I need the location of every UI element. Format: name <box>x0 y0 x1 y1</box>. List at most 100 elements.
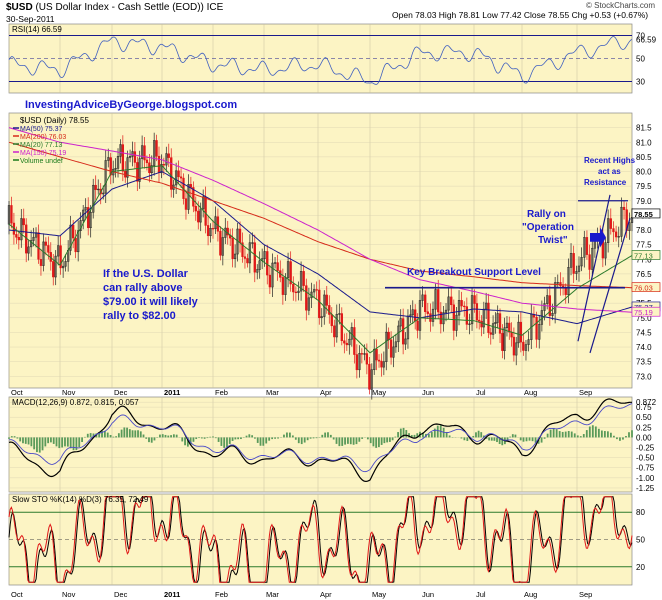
macd-histogram-bar <box>175 434 178 438</box>
macd-histogram-bar <box>61 437 64 448</box>
candle-body <box>535 316 538 340</box>
macd-histogram-bar <box>567 431 570 438</box>
candle-body <box>305 285 308 311</box>
macd-histogram-bar <box>422 432 424 438</box>
macd-histogram-bar <box>309 437 312 439</box>
rsi-line <box>8 36 633 85</box>
macd-histogram-bar <box>161 434 164 438</box>
candle-body <box>409 314 412 317</box>
candle-body <box>564 287 567 295</box>
candle-body <box>258 260 261 270</box>
candle-body <box>591 247 594 270</box>
candle-body <box>251 242 254 244</box>
candle-body <box>211 228 215 230</box>
candle-body <box>179 176 183 179</box>
candle-body <box>271 262 274 288</box>
macd-histogram-bar <box>498 437 501 445</box>
candle-body <box>37 232 40 260</box>
macd-histogram-bar <box>576 435 579 438</box>
candle-body <box>444 309 448 313</box>
candle-body <box>612 228 615 233</box>
macd-histogram-bar <box>436 425 439 438</box>
macd-histogram-bar <box>69 437 72 449</box>
dollar-note-4: rally to $82.00 <box>103 310 176 322</box>
rsi-tick-label: 30 <box>636 78 645 87</box>
candle-body <box>160 164 163 174</box>
month-label: Apr <box>320 590 332 599</box>
month-label: Sep <box>579 388 592 397</box>
macd-histogram-bar <box>519 437 522 441</box>
macd-histogram-bar <box>142 434 145 438</box>
macd-histogram-bar <box>303 437 306 443</box>
month-label: Feb <box>215 388 228 397</box>
candle-body <box>494 322 497 324</box>
candle-body <box>340 313 343 341</box>
candle-body <box>373 348 376 370</box>
month-label: May <box>372 388 386 397</box>
candle-body <box>338 313 341 315</box>
macd-histogram-bar <box>603 431 606 438</box>
candle-body <box>404 338 407 345</box>
macd-histogram-bar <box>448 435 451 438</box>
candle-body <box>380 360 383 368</box>
macd-histogram-bar <box>344 437 346 445</box>
macd-histogram-bar <box>72 437 75 451</box>
macd-histogram-bar <box>123 427 126 438</box>
macd-histogram-bar <box>164 434 167 438</box>
price-tick-label: 73.0 <box>636 372 652 381</box>
month-label: 2011 <box>164 590 180 599</box>
candle-body <box>609 218 612 229</box>
macd-histogram-bar <box>220 437 223 446</box>
candle-body <box>221 237 224 256</box>
candle-body <box>54 255 57 278</box>
candle-body <box>622 206 626 210</box>
macd-histogram-bar <box>375 437 378 448</box>
candle-body <box>414 309 417 322</box>
macd-histogram-bar <box>383 437 386 444</box>
candle-body <box>463 305 466 308</box>
candle-body <box>487 302 490 333</box>
macd-histogram-bar <box>75 437 78 451</box>
macd-signal-line <box>8 403 633 473</box>
macd-histogram-bar <box>509 436 512 438</box>
candle-body <box>411 309 414 316</box>
candle-body <box>501 333 504 351</box>
candle-body <box>519 321 522 343</box>
macd-histogram-bar <box>186 437 189 447</box>
month-label: Aug <box>524 590 537 599</box>
macd-histogram-bar <box>150 437 153 443</box>
month-label: Mar <box>266 388 279 397</box>
sto-d-line <box>8 496 633 583</box>
price-tick-label: 81.0 <box>636 138 652 147</box>
candle-body <box>27 246 30 254</box>
macd-histogram-bar <box>106 432 109 438</box>
macd-histogram-bar <box>58 437 61 449</box>
macd-histogram-bar <box>321 434 324 438</box>
candle-body <box>465 306 468 325</box>
macd-histogram-bar <box>466 437 469 441</box>
macd-histogram-bar <box>369 437 372 444</box>
macd-histogram-bar <box>427 434 430 438</box>
macd-histogram-bar <box>433 428 436 438</box>
month-label: Jul <box>476 590 486 599</box>
macd-histogram-bar <box>463 437 466 441</box>
macd-histogram-bar <box>472 435 475 438</box>
exchange: ICE <box>206 2 224 13</box>
macd-histogram-bar <box>248 434 251 438</box>
macd-histogram-bar <box>13 436 16 438</box>
candle-body <box>20 218 23 241</box>
candle-body <box>216 216 220 232</box>
support-note: Key Breakout Support Level <box>407 267 541 278</box>
candle-body <box>114 168 117 170</box>
candle-body <box>318 289 321 319</box>
macd-histogram-bar <box>22 437 24 444</box>
macd-histogram-bar <box>259 437 262 446</box>
macd-histogram-bar <box>372 437 375 447</box>
candle-body <box>119 144 122 157</box>
macd-histogram-bar <box>361 437 364 439</box>
candle-body <box>59 245 62 269</box>
macd-histogram-bar <box>573 433 576 438</box>
candle-body <box>276 262 279 271</box>
candle-body <box>575 271 578 274</box>
macd-histogram-bar <box>525 437 528 442</box>
